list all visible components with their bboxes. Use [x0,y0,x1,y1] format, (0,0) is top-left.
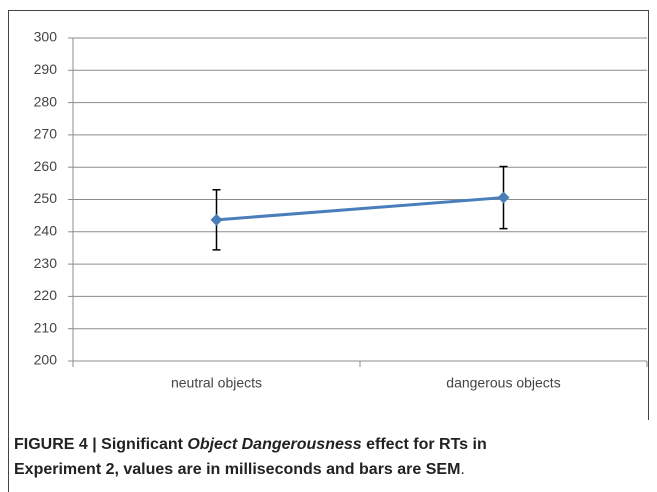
y-tick-label: 240 [34,223,58,239]
x-tick-label: dangerous objects [446,375,560,391]
y-tick-label: 290 [34,61,58,77]
y-tick-label: 260 [34,158,58,174]
caption-text: Object Dangerousness [187,436,362,453]
caption-text: Experiment 2, values are in milliseconds… [14,461,461,478]
marker [497,191,510,204]
y-tick-label: 270 [34,126,58,142]
frame [8,10,649,492]
caption-text: FIGURE 4 | Significant [14,436,188,453]
y-tick-label: 280 [34,93,58,109]
caption-text: . [460,461,465,478]
x-tick-label: neutral objects [171,375,262,391]
caption-text: effect for RTs in [361,436,487,453]
y-tick-label: 220 [34,287,58,303]
y-tick-label: 250 [34,190,58,206]
y-tick-label: 210 [34,319,58,335]
series-line [216,196,504,222]
y-tick-label: 230 [34,255,58,271]
marker [210,213,223,226]
y-tick-label: 200 [34,352,58,368]
y-tick-label: 300 [34,29,58,45]
caption: FIGURE 4 | Significant Object Dangerousn… [14,432,487,482]
